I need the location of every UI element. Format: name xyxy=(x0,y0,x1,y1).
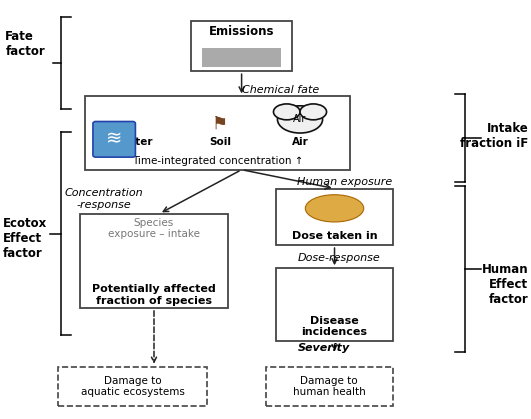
Text: Human exposure: Human exposure xyxy=(297,177,392,187)
Text: Time-integrated concentration ↑: Time-integrated concentration ↑ xyxy=(132,156,303,166)
Bar xyxy=(85,96,350,170)
Text: Damage to
aquatic ecosystems: Damage to aquatic ecosystems xyxy=(81,376,185,397)
Text: Dose taken in: Dose taken in xyxy=(292,231,378,241)
Text: Potentially affected
fraction of species: Potentially affected fraction of species xyxy=(92,284,216,306)
Bar xyxy=(266,367,393,406)
Ellipse shape xyxy=(300,104,327,120)
Text: ≋: ≋ xyxy=(106,129,122,148)
FancyBboxPatch shape xyxy=(93,122,135,157)
Bar xyxy=(276,268,393,341)
Text: Species
exposure – intake: Species exposure – intake xyxy=(108,218,200,240)
Text: Damage to
human health: Damage to human health xyxy=(293,376,366,397)
Bar xyxy=(80,214,228,308)
Text: Fate
factor: Fate factor xyxy=(5,30,45,58)
Bar xyxy=(202,48,281,67)
Text: Disease
incidences: Disease incidences xyxy=(302,316,367,337)
Text: Emissions: Emissions xyxy=(209,25,275,38)
Text: Air: Air xyxy=(293,114,307,124)
Text: Soil: Soil xyxy=(209,137,232,147)
Ellipse shape xyxy=(277,106,322,133)
Text: ⚑: ⚑ xyxy=(212,115,228,132)
Text: Water: Water xyxy=(118,137,153,147)
Text: Ecotox
Effect
factor: Ecotox Effect factor xyxy=(3,217,47,260)
Text: Air: Air xyxy=(292,137,309,147)
Bar xyxy=(58,367,207,406)
Text: Chemical fate: Chemical fate xyxy=(242,85,319,95)
Text: Dose-response: Dose-response xyxy=(297,253,380,263)
Ellipse shape xyxy=(273,104,300,120)
Ellipse shape xyxy=(305,195,364,222)
Text: Severity: Severity xyxy=(297,343,349,353)
Text: Intake
fraction iF: Intake fraction iF xyxy=(460,122,528,150)
Text: Human
Effect
factor: Human Effect factor xyxy=(482,264,528,306)
Text: Concentration
-response: Concentration -response xyxy=(64,188,143,210)
Bar xyxy=(276,189,393,245)
Bar xyxy=(191,21,292,71)
